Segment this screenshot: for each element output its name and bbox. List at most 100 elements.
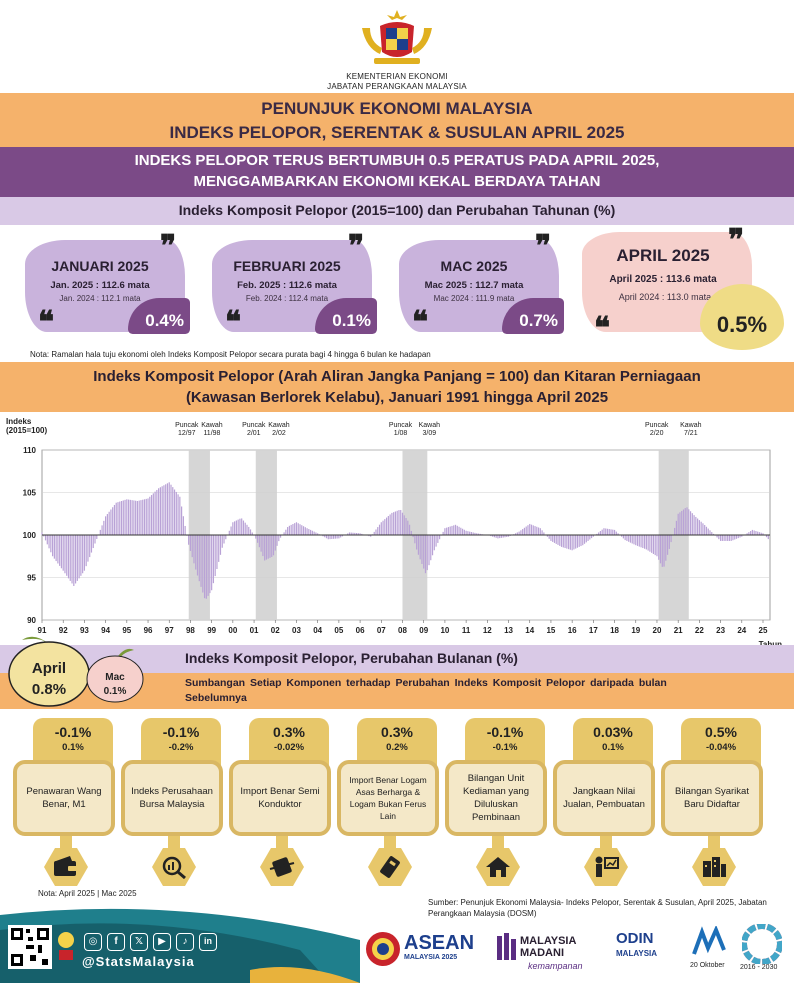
x-tick-label: 95 — [122, 626, 131, 635]
madani-logo-icon — [497, 933, 516, 960]
y-axis-unit: (2015=100) — [6, 426, 47, 435]
x-twitter-icon[interactable]: 𝕏 — [130, 933, 148, 951]
social-handle[interactable]: @StatsMalaysia — [82, 954, 195, 969]
index-bar — [338, 535, 340, 539]
index-bar — [287, 527, 289, 535]
madani-logo-text: MALAYSIA MADANI — [520, 935, 577, 959]
qr-code-icon[interactable] — [8, 925, 52, 969]
index-bar — [271, 535, 273, 557]
index-bar — [329, 535, 331, 540]
index-bar — [82, 535, 84, 574]
index-bar — [760, 532, 762, 535]
index-bar — [454, 524, 457, 535]
component-april-value: -0.1% — [162, 724, 200, 740]
index-bar — [490, 535, 492, 537]
y-tick-label: 90 — [27, 616, 36, 625]
x-tick-label: 98 — [186, 626, 195, 635]
index-bar — [218, 535, 220, 562]
chart-title-line-2: (Kawasan Berlorek Kelabu), Januari 1991 … — [185, 389, 609, 406]
facebook-icon[interactable]: f — [107, 933, 125, 951]
index-bar — [552, 535, 554, 542]
index-bar — [352, 532, 354, 535]
index-bar — [188, 535, 190, 545]
index-bar — [355, 533, 358, 535]
index-bar — [244, 522, 246, 535]
index-bar — [560, 535, 563, 547]
index-bar — [419, 535, 421, 560]
card-pct: 0.7% — [502, 298, 564, 334]
x-tick-label: 05 — [334, 626, 343, 635]
wallet-icon — [54, 856, 77, 876]
index-bar — [492, 535, 494, 537]
title-band — [0, 93, 794, 147]
index-bar — [730, 535, 732, 541]
index-bar — [590, 535, 593, 539]
index-bar — [707, 528, 709, 535]
index-bar — [341, 535, 344, 537]
index-bar — [143, 499, 146, 535]
component-note: Nota: April 2025 | Mac 2025 — [38, 889, 137, 898]
index-bar — [654, 535, 656, 556]
tiktok-icon[interactable]: ♪ — [176, 933, 194, 951]
index-bar — [734, 535, 736, 540]
y-tick-label: 110 — [23, 446, 36, 455]
index-bar — [658, 535, 660, 560]
index-bar — [550, 535, 552, 541]
index-bar — [599, 531, 602, 535]
index-bar — [378, 524, 381, 535]
index-bar — [133, 500, 135, 535]
forecast-note: Nota: Ramalan hala tuju ekonomi oleh Ind… — [30, 350, 431, 359]
index-bar — [202, 535, 204, 593]
headline-line-1: INDEKS PELOPOR TERUS BERTUMBUH 0.5 PERAT… — [134, 152, 660, 169]
index-bar — [686, 507, 688, 535]
index-bar — [115, 502, 117, 535]
sdg-wheel-logo — [742, 924, 782, 964]
index-bar — [127, 499, 130, 535]
section-title-monthly: Indeks Komposit Pelopor, Perubahan Bulan… — [185, 650, 518, 666]
instagram-icon[interactable]: ◎ — [84, 933, 102, 951]
open-quote-icon: ❝ — [38, 305, 55, 340]
index-bar — [446, 527, 448, 535]
index-bar — [304, 527, 306, 535]
index-bar — [205, 535, 207, 599]
index-bar — [522, 529, 524, 535]
index-bar — [370, 535, 372, 537]
index-bar — [628, 535, 630, 542]
index-bar — [69, 535, 71, 581]
card-previous: Jan. 2024 : 112.1 mata — [59, 294, 141, 303]
index-bar — [651, 535, 653, 553]
linkedin-icon[interactable]: in — [199, 933, 217, 951]
index-bar — [152, 493, 154, 535]
index-bar — [332, 535, 335, 539]
index-bar — [311, 530, 313, 535]
x-tick-label: 94 — [101, 626, 110, 635]
y-tick-label: 100 — [23, 531, 37, 540]
index-bar — [721, 535, 723, 541]
index-bar — [631, 535, 633, 544]
index-bar — [389, 514, 391, 535]
index-bar — [264, 535, 266, 561]
dosm-logo — [58, 932, 74, 960]
index-bar — [525, 526, 527, 535]
index-bar — [248, 526, 250, 535]
index-bar — [447, 527, 450, 535]
index-bar — [633, 535, 635, 545]
index-bar — [173, 489, 176, 535]
index-bar — [755, 531, 757, 535]
index-bar — [739, 535, 741, 538]
index-bar — [315, 532, 317, 535]
statistics-day-logo — [692, 926, 726, 955]
index-bar — [384, 519, 386, 535]
index-bar — [668, 535, 670, 549]
x-tick-label: 15 — [546, 626, 555, 635]
card-month: FEBRUARI 2025 — [233, 258, 341, 274]
index-bar — [172, 487, 174, 535]
youtube-icon[interactable]: ▶ — [153, 933, 171, 951]
component-values: 0.5% -0.04% — [681, 718, 761, 768]
index-bar — [431, 535, 434, 556]
index-bar — [276, 535, 278, 546]
index-bar — [182, 516, 184, 535]
component-mac-value: 0.1% — [62, 742, 84, 753]
index-bar — [322, 535, 324, 537]
index-bar — [113, 504, 116, 535]
